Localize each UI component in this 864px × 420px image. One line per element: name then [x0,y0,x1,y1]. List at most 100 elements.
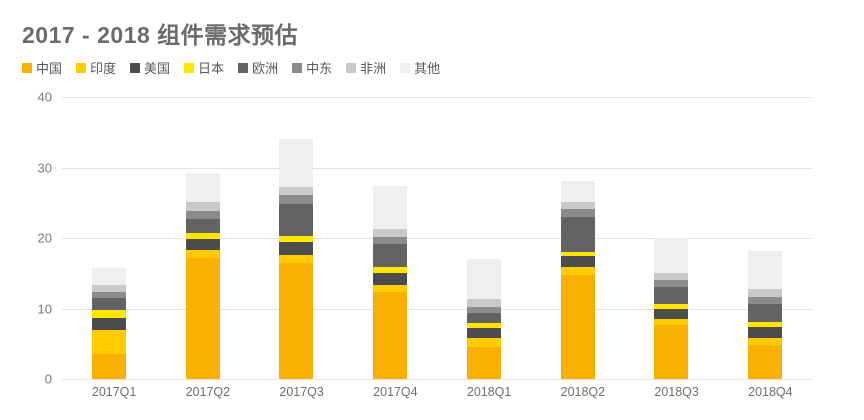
bar-segment[interactable] [560,216,595,253]
bar-segment[interactable] [279,241,314,255]
bar-segment[interactable] [560,274,595,379]
bar-segment[interactable] [373,272,408,286]
bar-segment[interactable] [654,325,689,379]
legend-item[interactable]: 其他 [400,58,440,77]
bar-segment[interactable] [560,202,595,210]
bar-segment[interactable] [279,195,314,204]
bar-segment[interactable] [373,185,408,229]
legend-swatch-icon [130,62,141,73]
bar-segment[interactable] [748,304,783,322]
bar-segment[interactable] [185,202,220,211]
legend-item-label: 非洲 [360,61,387,76]
bar-segment[interactable] [654,286,689,304]
bar-column[interactable] [748,97,783,379]
bar-column[interactable] [279,97,314,379]
bar-segment[interactable] [185,257,220,379]
bar-segment[interactable] [91,318,126,330]
bar-segment[interactable] [91,354,126,379]
y-tick-label: 0 [44,371,52,387]
bar-segment[interactable] [654,319,689,326]
bar-segment[interactable] [748,326,783,339]
legend-item[interactable]: 美国 [130,58,170,77]
bar-segment[interactable] [748,345,783,379]
legend-item[interactable]: 日本 [184,58,224,77]
bar-segment[interactable] [748,250,783,289]
bar-segment[interactable] [279,203,314,236]
bar-segment[interactable] [91,292,126,298]
legend-item-label: 日本 [198,61,225,76]
bar-segment[interactable] [185,250,220,258]
bar-segment[interactable] [654,303,689,309]
bar-segment[interactable] [185,238,220,250]
bar-segment[interactable] [560,252,595,257]
chart-title: 2017 - 2018 组件需求预估 [22,22,299,48]
bar-segment[interactable] [279,254,314,263]
bar-segment[interactable] [91,309,126,319]
legend-item[interactable]: 非洲 [346,58,386,77]
bar-segment[interactable] [373,292,408,379]
bar-segment[interactable] [466,299,501,308]
bar-column[interactable] [560,97,595,379]
bar-segment[interactable] [748,338,783,346]
bar-segment[interactable] [654,238,689,274]
legend-item[interactable]: 中国 [22,58,62,77]
bar-segment[interactable] [279,186,314,196]
bar-segment[interactable] [279,235,314,242]
bar-segment[interactable] [185,210,220,220]
legend-item-label: 印度 [90,61,117,76]
legend-swatch-icon [400,62,411,73]
legend-item-label: 美国 [144,61,171,76]
bar-segment[interactable] [560,180,595,203]
bar-segment[interactable] [654,308,689,320]
legend-swatch-icon [76,62,87,73]
bar-segment[interactable] [466,307,501,314]
y-tick-label: 20 [37,230,52,246]
bar-segment[interactable] [466,313,501,324]
bar-segment[interactable] [373,243,408,267]
bar-segment[interactable] [91,297,126,310]
bar-segment[interactable] [748,296,783,305]
bar-segment[interactable] [185,219,220,234]
x-tick-label: 2018Q4 [748,385,793,399]
bar-segment[interactable] [466,259,501,300]
bar-segment[interactable] [373,228,408,237]
plot-area [62,97,812,380]
chart-legend: 中国 印度 美国 日本 欧洲 中东 非洲 其他 [22,58,440,77]
bar-segment[interactable] [560,256,595,267]
bar-segment[interactable] [654,273,689,281]
legend-swatch-icon [22,62,32,73]
bar-segment[interactable] [466,328,501,339]
legend-item[interactable]: 欧洲 [238,58,278,77]
grid-line [62,97,812,98]
bar-segment[interactable] [373,236,408,244]
x-tick-label: 2018Q1 [466,385,512,399]
legend-item[interactable]: 中东 [292,58,332,77]
bar-segment[interactable] [466,338,501,347]
bar-segment[interactable] [279,139,314,187]
bar-column[interactable] [373,97,408,379]
legend-swatch-icon [346,62,357,73]
x-axis-labels: 2017Q1 2017Q2 2017Q3 2017Q4 2018Q1 2018Q2 2018… [62,385,812,415]
bar-column[interactable] [185,97,220,379]
bar-column[interactable] [654,97,689,379]
bar-segment[interactable] [279,262,314,379]
bar-column[interactable] [91,97,126,379]
bar-segment[interactable] [466,323,501,329]
bar-segment[interactable] [748,288,783,297]
grid-line [62,238,812,239]
legend-item[interactable]: 印度 [76,58,116,77]
bar-segment[interactable] [373,285,408,293]
bar-segment[interactable] [748,321,783,327]
bar-segment[interactable] [185,233,220,239]
bar-segment[interactable] [91,329,126,355]
bar-segment[interactable] [466,346,501,379]
bar-segment[interactable] [185,172,220,203]
bar-column[interactable] [466,97,501,379]
bar-segment[interactable] [560,209,595,217]
bar-segment[interactable] [91,284,126,293]
grid-line [62,308,812,310]
bar-segment[interactable] [373,266,408,273]
bar-segment[interactable] [560,266,595,275]
bar-segment[interactable] [654,280,689,287]
bar-segment[interactable] [91,268,126,285]
